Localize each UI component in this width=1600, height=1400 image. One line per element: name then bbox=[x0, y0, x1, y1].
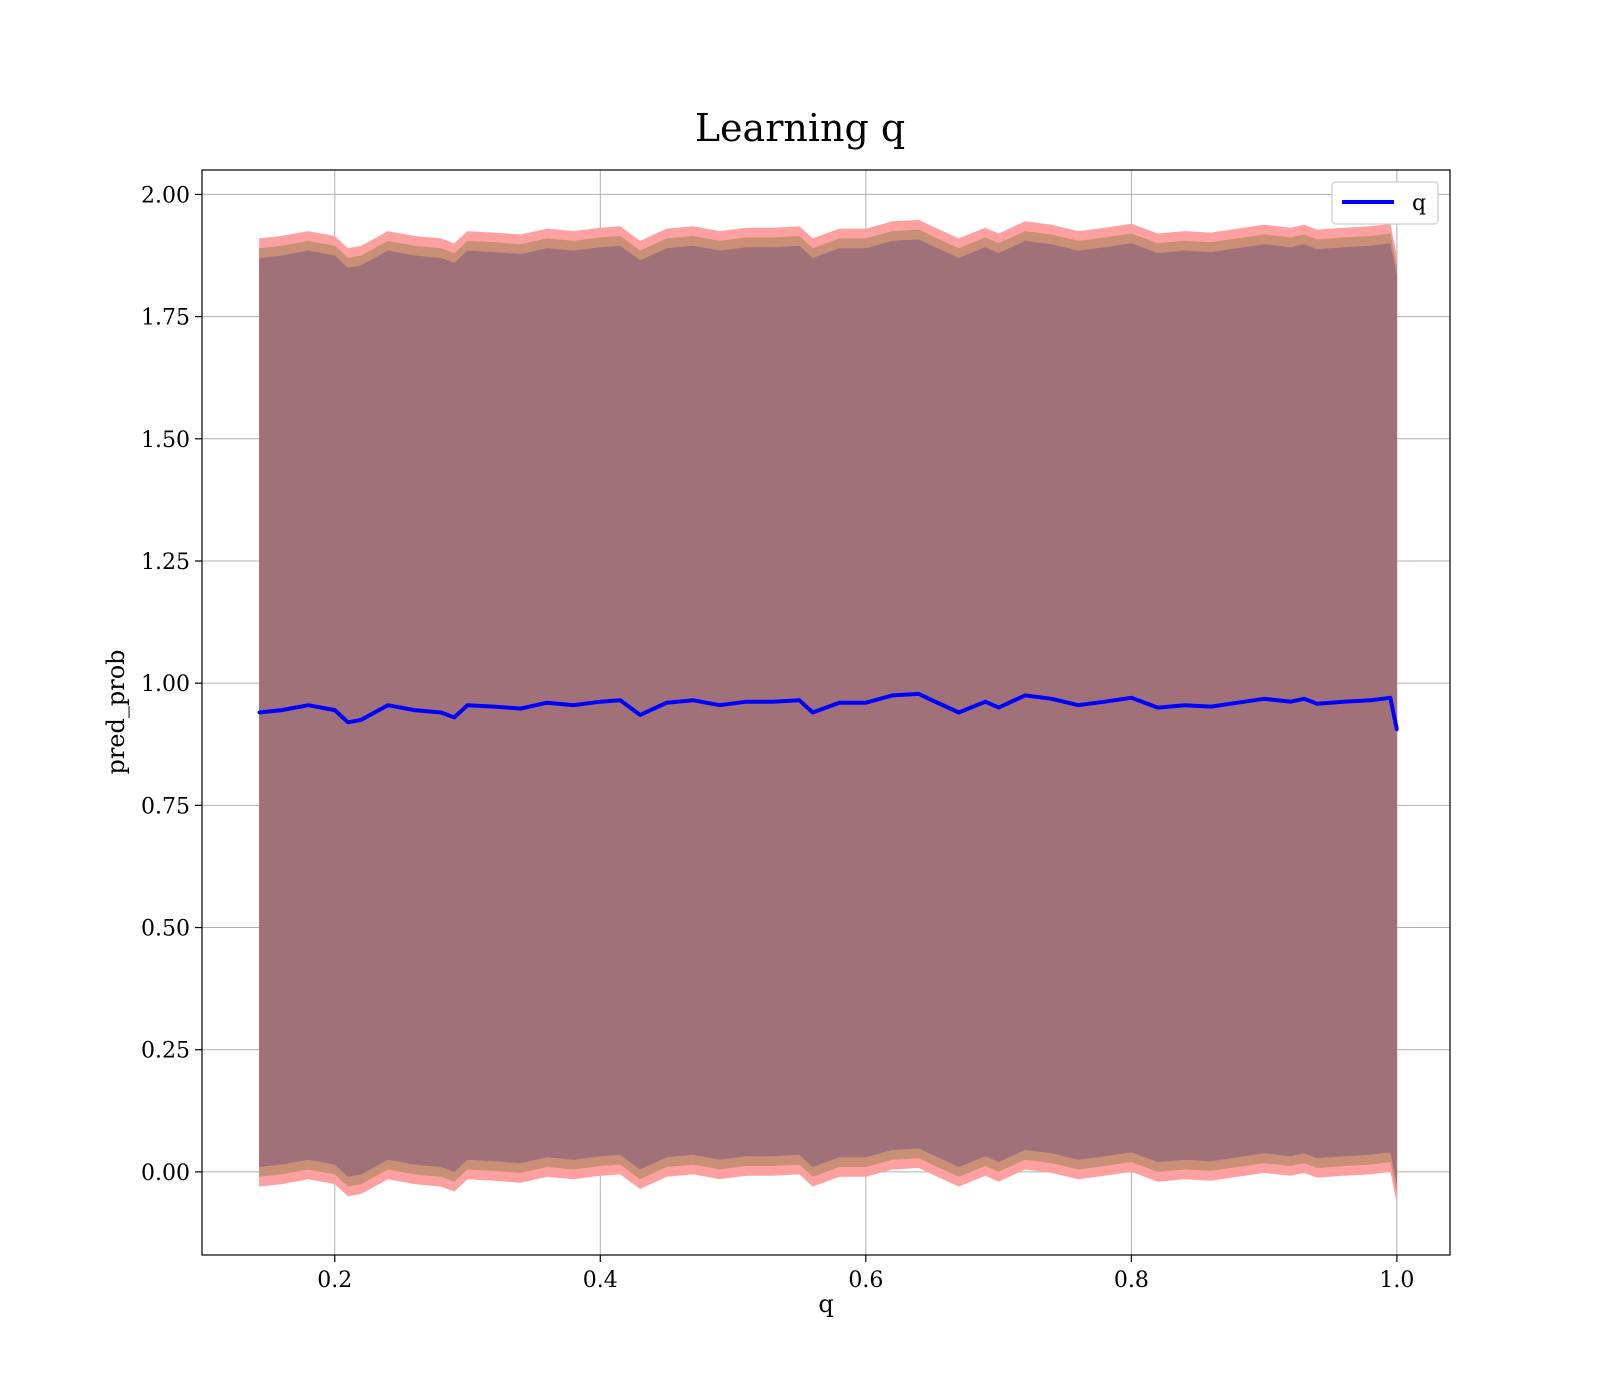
data-point-37 bbox=[1129, 696, 1133, 700]
x-tick-label-4: 1.0 bbox=[1379, 1268, 1414, 1293]
data-point-6 bbox=[386, 703, 390, 707]
y-axis-label: pred_prob bbox=[102, 649, 130, 774]
y-tick-label-7: 1.75 bbox=[141, 306, 190, 331]
data-point-31 bbox=[983, 700, 987, 704]
data-point-20 bbox=[718, 703, 722, 707]
data-point-25 bbox=[837, 701, 841, 705]
x-tick-label-3: 0.8 bbox=[1114, 1268, 1149, 1293]
data-point-26 bbox=[864, 701, 868, 705]
plot-frame bbox=[201, 169, 1451, 1256]
y-tick-label-2: 0.50 bbox=[141, 917, 190, 942]
data-point-28 bbox=[917, 692, 921, 696]
data-point-27 bbox=[890, 693, 894, 697]
y-tick-label-0: 0.00 bbox=[141, 1161, 190, 1186]
data-point-48 bbox=[1388, 696, 1392, 700]
data-point-13 bbox=[545, 701, 549, 705]
confidence-bands bbox=[259, 219, 1397, 1204]
data-point-34 bbox=[1050, 697, 1054, 701]
data-point-9 bbox=[452, 715, 456, 719]
data-point-41 bbox=[1235, 701, 1240, 705]
data-point-33 bbox=[1023, 693, 1027, 697]
data-point-44 bbox=[1302, 697, 1306, 701]
data-point-0 bbox=[257, 710, 261, 715]
data-point-1 bbox=[280, 708, 284, 712]
data-point-15 bbox=[598, 700, 602, 704]
y-tick-label-8: 2.00 bbox=[141, 183, 190, 208]
y-axis: 0.00 0.25 0.50 0.75 1.00 1.25 1.50 1.75 2.00 bbox=[141, 183, 202, 1186]
data-point-46 bbox=[1342, 700, 1346, 704]
chart-title: Learning q bbox=[695, 106, 905, 150]
data-point-24 bbox=[811, 710, 815, 715]
y-tick-label-1: 0.25 bbox=[141, 1039, 190, 1064]
x-axis-label: q bbox=[818, 1290, 833, 1318]
y-tick-label-3: 0.75 bbox=[141, 794, 190, 819]
data-point-47 bbox=[1368, 698, 1372, 702]
y-tick-label-5: 1.25 bbox=[141, 550, 190, 575]
y-tick-label-6: 1.50 bbox=[141, 428, 190, 453]
data-point-14 bbox=[572, 703, 576, 707]
data-point-8 bbox=[439, 710, 443, 715]
data-point-29 bbox=[930, 698, 934, 702]
data-point-10 bbox=[465, 703, 470, 707]
data-point-36 bbox=[1103, 700, 1107, 704]
data-point-49 bbox=[1395, 728, 1399, 732]
band-inner bbox=[259, 239, 1397, 1185]
y-tick-label-4: 1.00 bbox=[141, 672, 190, 697]
x-axis: 0.2 0.4 0.6 0.8 1.0 bbox=[317, 1255, 1414, 1293]
data-point-35 bbox=[1076, 703, 1080, 707]
data-point-3 bbox=[333, 708, 337, 712]
data-point-18 bbox=[665, 701, 669, 705]
legend: q bbox=[1331, 181, 1439, 225]
data-point-16 bbox=[618, 698, 622, 702]
data-point-32 bbox=[996, 706, 1001, 710]
data-point-19 bbox=[691, 698, 695, 702]
data-point-39 bbox=[1182, 703, 1187, 707]
data-point-21 bbox=[744, 700, 748, 704]
data-point-5 bbox=[359, 718, 363, 722]
data-point-43 bbox=[1289, 700, 1293, 704]
x-tick-label-0: 0.2 bbox=[317, 1268, 352, 1293]
legend-label: q bbox=[1412, 191, 1426, 216]
data-point-2 bbox=[306, 703, 310, 707]
data-point-7 bbox=[412, 708, 417, 712]
series-layer bbox=[257, 691, 1399, 732]
data-point-22 bbox=[771, 700, 775, 704]
data-point-30 bbox=[957, 710, 961, 715]
data-point-4 bbox=[346, 720, 350, 724]
data-point-42 bbox=[1262, 697, 1266, 701]
data-point-11 bbox=[492, 705, 496, 709]
data-point-38 bbox=[1156, 706, 1160, 710]
data-point-17 bbox=[638, 713, 642, 717]
x-tick-label-1: 0.4 bbox=[583, 1268, 618, 1293]
series-line-q bbox=[258, 691, 1399, 731]
data-point-40 bbox=[1209, 705, 1213, 709]
data-point-12 bbox=[519, 706, 523, 711]
data-point-23 bbox=[797, 698, 802, 702]
data-point-45 bbox=[1315, 702, 1319, 706]
x-tick-label-2: 0.6 bbox=[848, 1268, 883, 1293]
